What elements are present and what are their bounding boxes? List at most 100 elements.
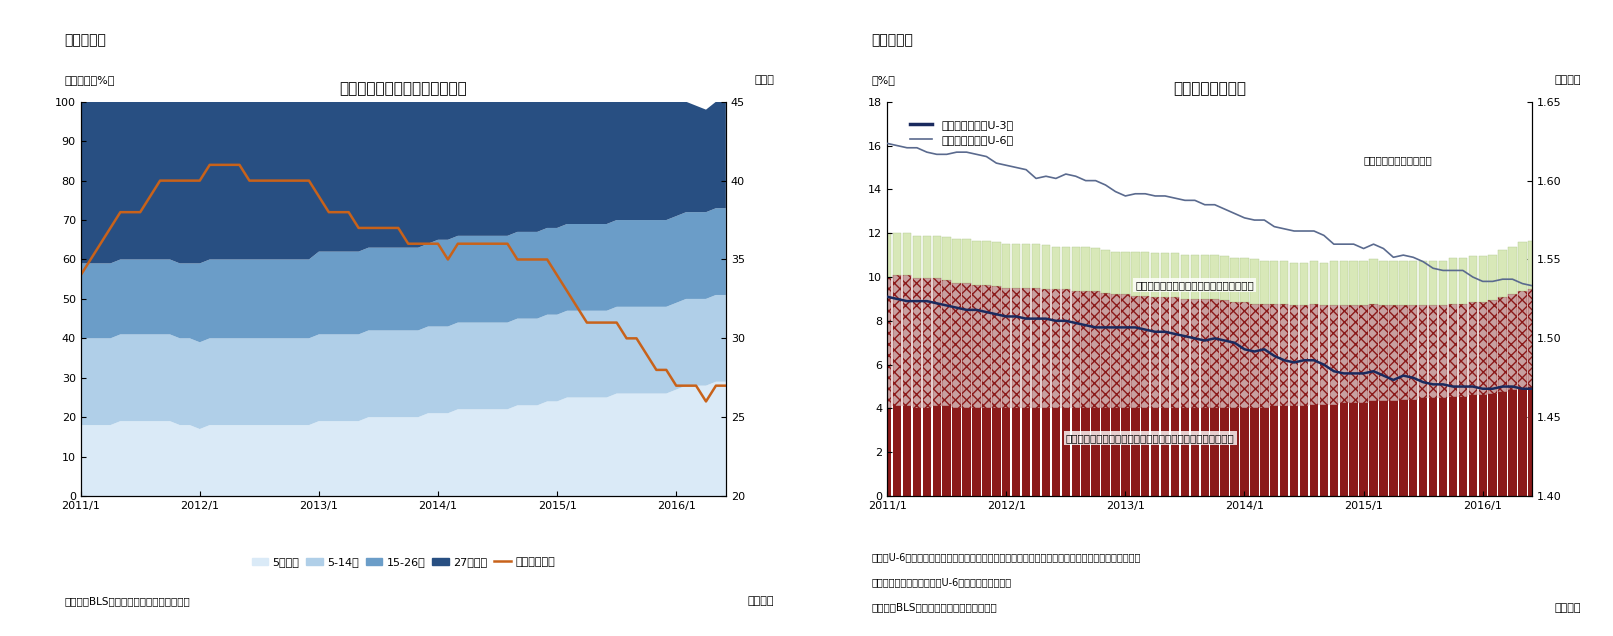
Bar xyxy=(1360,261,1368,305)
Text: （シェア、%）: （シェア、%） xyxy=(65,74,115,85)
Bar xyxy=(1240,302,1248,408)
Bar xyxy=(1489,300,1497,394)
Bar xyxy=(1121,408,1129,636)
Bar xyxy=(1092,249,1100,291)
Bar xyxy=(1439,305,1447,398)
Bar xyxy=(1528,289,1537,387)
Bar xyxy=(1429,305,1437,398)
Bar xyxy=(1389,305,1397,401)
Bar xyxy=(1508,294,1516,391)
Bar xyxy=(1290,263,1298,305)
Bar xyxy=(1210,408,1219,636)
Bar xyxy=(973,408,981,636)
Bar xyxy=(982,240,990,285)
Bar xyxy=(1439,261,1447,305)
Bar xyxy=(1250,303,1258,408)
Bar xyxy=(942,237,952,280)
Text: （週）: （週） xyxy=(755,74,774,85)
Bar xyxy=(1518,389,1526,636)
Bar xyxy=(1468,395,1478,636)
Bar xyxy=(1002,244,1010,288)
Bar xyxy=(1310,261,1318,303)
Bar xyxy=(1319,404,1327,636)
Bar xyxy=(882,408,892,636)
Bar xyxy=(1458,258,1468,303)
Bar xyxy=(1369,303,1378,401)
Bar xyxy=(923,279,931,408)
Bar xyxy=(1161,253,1169,298)
Bar xyxy=(1081,247,1090,291)
Bar xyxy=(1181,255,1189,299)
Bar xyxy=(913,279,921,408)
Bar xyxy=(1508,247,1516,294)
Title: 失業期間の分布と平均失業期間: 失業期間の分布と平均失業期間 xyxy=(339,81,468,97)
Bar xyxy=(1419,261,1428,305)
Bar xyxy=(932,406,940,636)
Bar xyxy=(1161,298,1169,408)
Bar xyxy=(1131,252,1139,296)
Bar xyxy=(1290,305,1298,406)
Bar xyxy=(1023,288,1031,408)
Bar xyxy=(1140,296,1150,408)
Bar xyxy=(1011,244,1021,288)
Bar xyxy=(1002,408,1010,636)
Bar xyxy=(1231,408,1239,636)
Bar xyxy=(1081,291,1090,408)
Bar xyxy=(963,239,971,283)
Bar xyxy=(942,406,952,636)
Bar xyxy=(1419,305,1428,398)
Bar xyxy=(932,236,940,279)
Bar xyxy=(1171,408,1179,636)
Bar xyxy=(1061,289,1069,408)
Bar xyxy=(882,277,892,408)
Bar xyxy=(1260,303,1268,408)
Bar xyxy=(903,275,911,406)
Bar xyxy=(1121,294,1129,408)
Bar xyxy=(1071,247,1081,291)
Bar xyxy=(942,280,952,406)
Bar xyxy=(903,406,911,636)
Bar xyxy=(1269,303,1279,406)
Bar xyxy=(1300,263,1308,305)
Bar xyxy=(1231,302,1239,408)
Bar xyxy=(1350,403,1358,636)
Bar xyxy=(1032,244,1040,288)
Bar xyxy=(1102,250,1110,293)
Bar xyxy=(973,285,981,408)
Bar xyxy=(1011,288,1021,408)
Bar xyxy=(1389,261,1397,305)
Bar xyxy=(1281,261,1289,303)
Bar xyxy=(1121,252,1129,294)
Bar xyxy=(1042,289,1050,408)
Text: （%）: （%） xyxy=(871,74,895,85)
Bar xyxy=(1052,408,1060,636)
Bar xyxy=(1131,408,1139,636)
Bar xyxy=(923,236,931,279)
Bar xyxy=(963,283,971,408)
Bar xyxy=(1410,261,1418,305)
Text: 労働力人口（経済的理由によるパートタイマー除く、右軸）: 労働力人口（経済的理由によるパートタイマー除く、右軸） xyxy=(1066,433,1234,443)
Bar xyxy=(913,408,921,636)
Bar xyxy=(1448,303,1457,397)
Bar xyxy=(1260,261,1268,303)
Bar xyxy=(913,236,921,279)
Bar xyxy=(1260,408,1268,636)
Bar xyxy=(1369,259,1378,303)
Bar xyxy=(1002,288,1010,408)
Bar xyxy=(1111,408,1119,636)
Text: （資料）BLSよりニッセイ基礎研究所作成: （資料）BLSよりニッセイ基礎研究所作成 xyxy=(871,602,997,612)
Bar xyxy=(1200,408,1210,636)
Text: （資料）BLSよりニッセイ基礎研究所作成: （資料）BLSよりニッセイ基礎研究所作成 xyxy=(65,596,190,606)
Bar xyxy=(1011,408,1021,636)
Bar xyxy=(1310,303,1318,404)
Bar xyxy=(923,408,931,636)
Bar xyxy=(894,275,902,406)
Bar xyxy=(1439,398,1447,636)
Bar xyxy=(973,240,981,285)
Bar xyxy=(1181,299,1189,408)
Bar xyxy=(1479,395,1487,636)
Bar xyxy=(903,233,911,275)
Text: 周辺労働力は失業率（U-6）より逆算して推計: 周辺労働力は失業率（U-6）より逆算して推計 xyxy=(871,577,1011,587)
Bar xyxy=(1171,253,1179,298)
Bar xyxy=(1429,261,1437,305)
